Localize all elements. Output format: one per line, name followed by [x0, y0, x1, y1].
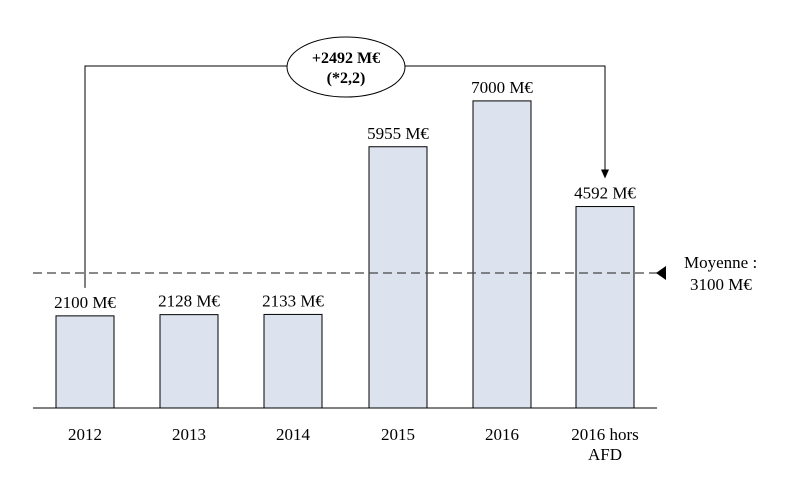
annotation-connector-left — [84, 65, 300, 288]
value-label: 4592 M€ — [574, 184, 636, 203]
annotation-ellipse — [286, 36, 406, 98]
bar-2015 — [368, 146, 428, 409]
x-tick-label: 2016 — [485, 425, 519, 444]
value-label: 2133 M€ — [262, 291, 324, 310]
bar-2013 — [159, 314, 219, 409]
average-label-line2: 3100 M€ — [690, 275, 752, 294]
bar-2016 — [472, 100, 532, 409]
annotation-line2: (*2,2) — [327, 70, 366, 87]
average-label-line1: Moyenne : — [684, 253, 757, 272]
bar-2014 — [263, 313, 323, 409]
x-tick-label: 2013 — [172, 425, 206, 444]
annotation-arrowhead — [601, 169, 609, 179]
x-tick-label: 2016 hors AFD — [571, 425, 639, 464]
value-labels-group: 2100 M€ 2128 M€ 2133 M€ 5955 M€ 7000 M€ 4592 … — [54, 78, 636, 312]
x-tick-label: 2015 — [381, 425, 415, 444]
x-tick-label: 2012 — [68, 425, 102, 444]
annotation-connector-right — [392, 65, 606, 171]
bar-2012 — [55, 315, 115, 409]
value-label: 2100 M€ — [54, 293, 116, 312]
value-label: 2128 M€ — [158, 292, 220, 311]
bar-2016-hors-afd — [575, 206, 635, 409]
average-marker-triangle — [656, 266, 666, 281]
bars-group — [55, 100, 635, 409]
annotation-line1: +2492 M€ — [312, 50, 380, 67]
x-tick-labels-group: 2012 2013 2014 2015 2016 2016 hors AFD — [68, 425, 639, 464]
x-tick-label: 2014 — [276, 425, 311, 444]
value-label: 7000 M€ — [471, 78, 533, 97]
value-label: 5955 M€ — [367, 124, 429, 143]
